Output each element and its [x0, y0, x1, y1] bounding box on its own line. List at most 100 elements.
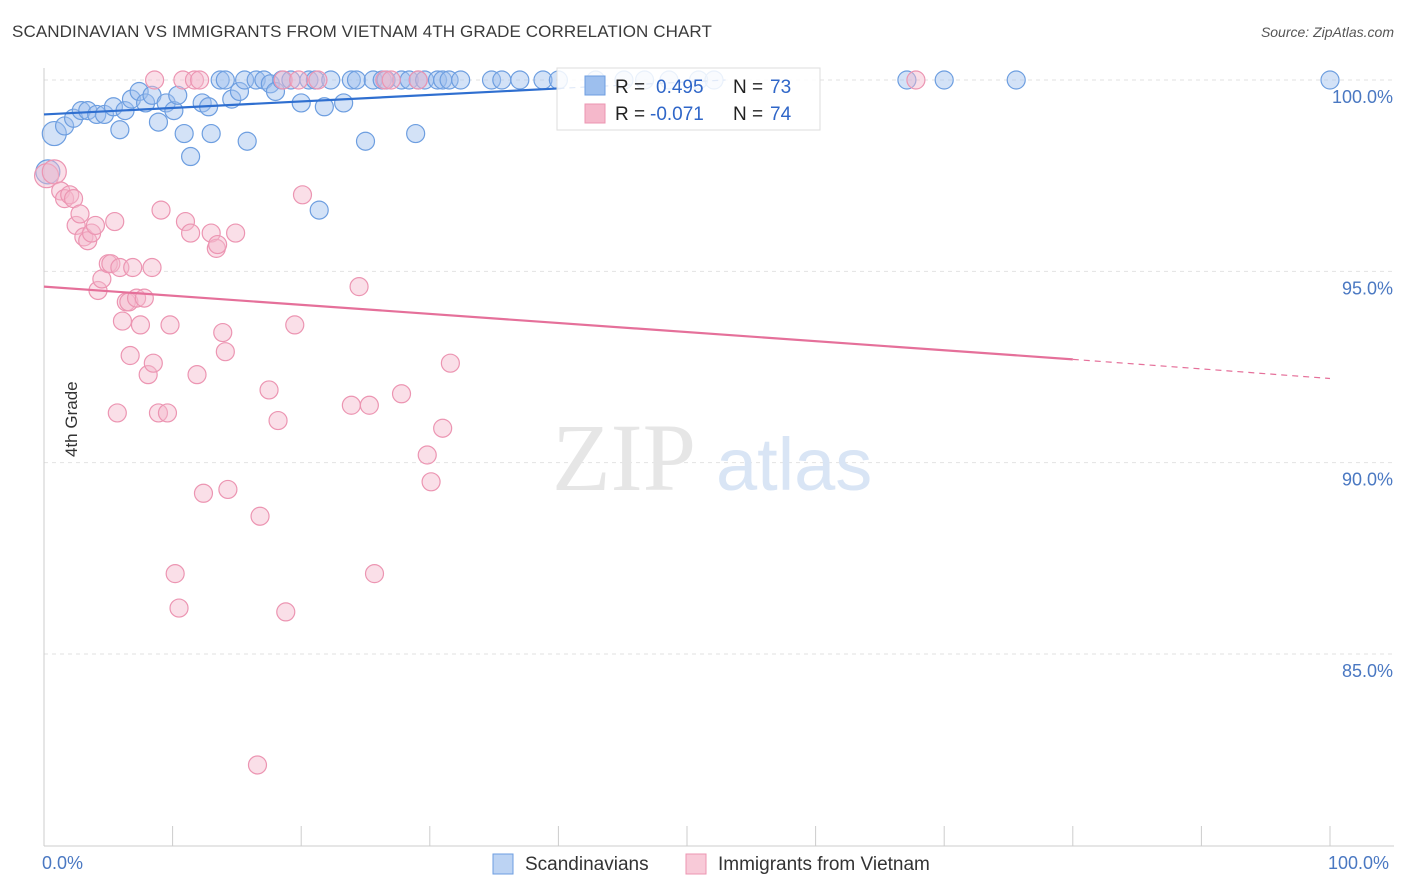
series-vietnam	[33, 70, 926, 775]
vietnam-point-6	[66, 215, 86, 236]
scandinavians-point-6	[87, 104, 107, 125]
scandinavians-point-33	[265, 81, 286, 102]
scandinavians-point-25	[215, 70, 235, 90]
stats-swatch-pink	[584, 103, 606, 124]
scandinavians-point-1	[41, 120, 67, 147]
scandinavians-point-39	[309, 200, 329, 220]
scandinavians-point-49	[391, 70, 412, 90]
vietnam-point-69	[417, 445, 437, 465]
vietnam-point-67	[391, 384, 412, 404]
vietnam-point-66	[381, 70, 401, 90]
vietnam-point-41	[187, 365, 207, 385]
scandinavians-point-52	[406, 123, 426, 144]
vietnam-point-40	[184, 70, 205, 90]
vietnam-point-73	[906, 70, 926, 90]
vietnam-point-70	[421, 472, 441, 492]
scandinavians-point-17	[164, 101, 184, 121]
y-tick-label-95: 95.0%	[1342, 278, 1393, 298]
scandinavians-point-44	[346, 70, 367, 90]
scandinavians-point-54	[427, 70, 448, 90]
scandinavians-point-24	[210, 70, 230, 90]
scandinavians-point-13	[135, 93, 156, 113]
vietnam-point-48	[215, 342, 235, 362]
stats-swatch-blue	[584, 75, 606, 96]
legend: Scandinavians Immigrants from Vietnam	[492, 853, 930, 875]
vietnam-point-68	[408, 70, 428, 90]
legend-swatch-vietnam	[685, 853, 707, 875]
scandinavians-point-45	[355, 131, 376, 151]
vietnam-point-34	[160, 315, 180, 335]
stats-n-value-pink: 74	[770, 104, 792, 125]
stats-r-value-pink: -0.071	[650, 104, 704, 125]
vietnam-point-51	[247, 755, 268, 775]
vietnam-point-72	[440, 353, 460, 373]
scandinavians-point-56	[439, 70, 459, 90]
scandinavians-point-20	[181, 146, 201, 167]
legend-label-scandinavians: Scandinavians	[525, 854, 649, 875]
scandinavians-point-4	[71, 101, 91, 121]
chart-title: SCANDINAVIAN VS IMMIGRANTS FROM VIETNAM …	[12, 22, 712, 41]
scandinavians-point-30	[246, 70, 266, 90]
vietnam-point-4	[60, 185, 80, 205]
vietnam-point-28	[142, 257, 162, 278]
vietnam-trend-extension	[1072, 358, 1331, 380]
watermark-atlas: atlas	[716, 423, 872, 506]
vietnam-point-33	[157, 403, 178, 423]
vietnam-point-47	[213, 322, 233, 343]
vietnam-point-30	[144, 70, 165, 90]
scandinavians-trend-line	[43, 87, 559, 116]
vietnam-point-65	[375, 70, 395, 90]
vietnam-point-59	[292, 185, 313, 205]
vietnam-point-52	[250, 506, 270, 526]
y-tick-labels: 85.0% 90.0% 95.0% 100.0%	[1332, 87, 1393, 681]
y-tick-label-100: 100.0%	[1332, 87, 1393, 107]
stats-n-label-pink: N =	[733, 104, 763, 125]
vietnam-point-35	[165, 564, 185, 584]
scandinavians-point-28	[235, 70, 255, 90]
vietnam-point-54	[268, 410, 288, 431]
vietnam-point-36	[169, 598, 189, 618]
scandinavians-point-23	[201, 123, 221, 144]
scandinavians-point-12	[129, 81, 149, 102]
scandinavians-point-70	[934, 70, 954, 90]
vietnam-point-71	[433, 418, 453, 438]
scandinavians-point-58	[481, 70, 502, 90]
vietnam-point-22	[120, 345, 140, 366]
stats-r-label-pink: R =	[615, 104, 645, 125]
scandinavians-point-57	[451, 70, 471, 90]
scandinavians-point-71	[1006, 70, 1026, 90]
scandinavians-point-11	[121, 89, 142, 109]
x-tick-label-max: 100.0%	[1328, 853, 1389, 873]
vietnam-point-29	[143, 353, 163, 373]
vietnam-point-17	[107, 403, 127, 423]
vietnam-point-26	[134, 288, 154, 308]
scandinavians-point-18	[168, 85, 188, 105]
vietnam-point-43	[193, 483, 214, 503]
scandinavians-point-72	[1320, 70, 1340, 90]
vietnam-point-46	[208, 234, 228, 255]
gridlines	[44, 79, 1394, 655]
y-tick-label-90: 90.0%	[1342, 470, 1393, 490]
y-tick-label-85: 85.0%	[1342, 661, 1393, 681]
vietnam-point-38	[175, 211, 196, 232]
vietnam-point-50	[226, 223, 246, 243]
vietnam-point-57	[285, 315, 305, 335]
vietnam-point-39	[181, 223, 201, 243]
vietnam-point-58	[289, 70, 309, 90]
stats-n-label-blue: N =	[733, 77, 763, 98]
vietnam-point-25	[130, 315, 151, 335]
scandinavians-point-29	[237, 131, 257, 151]
watermark: ZIP atlas	[552, 404, 872, 511]
vietnam-point-53	[259, 380, 279, 400]
y-axis-label: 4th Grade	[62, 381, 81, 457]
vietnam-point-42	[190, 70, 210, 90]
scandinavians-point-9	[110, 120, 130, 140]
vietnam-point-56	[276, 602, 296, 622]
x-axis-ticks	[43, 826, 1331, 846]
stats-r-label-blue: R =	[615, 77, 645, 98]
vietnam-point-7	[70, 204, 90, 224]
legend-label-vietnam: Immigrants from Vietnam	[718, 854, 930, 875]
vietnam-point-16	[105, 211, 125, 232]
vietnam-point-61	[341, 395, 361, 415]
